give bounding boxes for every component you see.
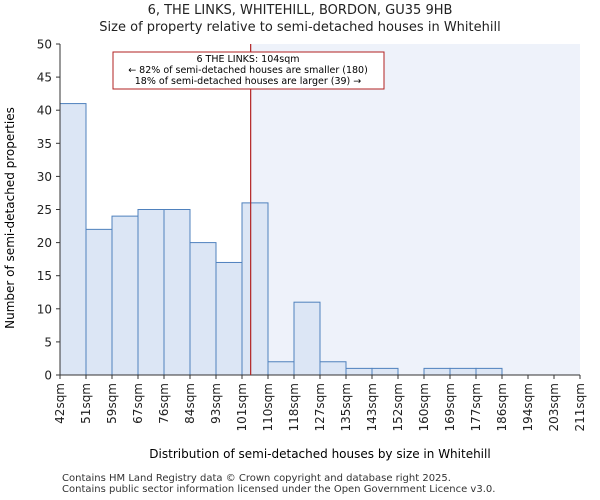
bar-84sqm: [189, 242, 217, 376]
x-tick-label-194sqm: 194sqm: [521, 383, 535, 431]
x-tick-label-169sqm: 169sqm: [443, 383, 457, 431]
x-tick-label-211sqm: 211sqm: [573, 383, 587, 431]
annotation-line-1: 6 THE LINKS: 104sqm: [196, 54, 299, 65]
x-tick-label-110sqm: 110sqm: [261, 383, 275, 431]
bar-93sqm: [215, 261, 243, 376]
x-axis-label: Distribution of semi-detached houses by …: [149, 447, 490, 461]
bar-177sqm: [475, 367, 503, 376]
bar-143sqm: [371, 367, 399, 376]
x-tick-label-160sqm: 160sqm: [417, 383, 431, 431]
x-tick-label-135sqm: 135sqm: [339, 383, 353, 431]
x-tick-label-67sqm: 67sqm: [131, 383, 145, 424]
y-tick-label-35: 35: [37, 137, 52, 151]
y-tick-label-25: 25: [37, 203, 52, 217]
bar-51sqm: [85, 228, 113, 376]
chart-subtitle: Size of property relative to semi-detach…: [99, 20, 501, 35]
x-tick-label-177sqm: 177sqm: [469, 383, 483, 431]
y-tick-label-15: 15: [37, 269, 52, 283]
bar-42sqm: [59, 103, 87, 376]
x-tick-label-76sqm: 76sqm: [157, 383, 171, 424]
bar-67sqm: [137, 209, 165, 376]
bar-101sqm: [241, 202, 269, 376]
y-axis-label: Number of semi-detached properties: [3, 107, 17, 329]
bar-160sqm: [423, 367, 451, 376]
bar-59sqm: [111, 215, 139, 376]
bar-169sqm: [449, 367, 477, 376]
x-tick-label-93sqm: 93sqm: [209, 383, 223, 424]
annotation-line-2: ← 82% of semi-detached houses are smalle…: [128, 65, 368, 76]
x-tick-label-42sqm: 42sqm: [53, 383, 67, 424]
y-tick-label-10: 10: [37, 302, 52, 316]
bar-127sqm: [319, 361, 347, 376]
x-tick-label-152sqm: 152sqm: [391, 383, 405, 431]
footer-line-1: Contains HM Land Registry data © Crown c…: [62, 473, 451, 484]
bar-110sqm: [267, 361, 295, 376]
y-tick-label-40: 40: [37, 104, 52, 118]
x-tick-label-186sqm: 186sqm: [495, 383, 509, 431]
x-tick-label-143sqm: 143sqm: [365, 383, 379, 431]
y-tick-label-0: 0: [44, 369, 52, 383]
y-tick-label-45: 45: [37, 71, 52, 85]
x-tick-label-84sqm: 84sqm: [183, 383, 197, 424]
y-tick-label-50: 50: [37, 38, 52, 52]
annotation-line-3: 18% of semi-detached houses are larger (…: [135, 76, 362, 87]
chart-title: 6, THE LINKS, WHITEHILL, BORDON, GU35 9H…: [147, 3, 453, 18]
annotation-box: [112, 51, 385, 90]
x-tick-label-203sqm: 203sqm: [547, 383, 561, 431]
y-tick-label-30: 30: [37, 170, 52, 184]
x-tick-label-127sqm: 127sqm: [313, 383, 327, 431]
x-tick-label-59sqm: 59sqm: [105, 383, 119, 424]
y-tick-label-20: 20: [37, 236, 52, 250]
x-tick-label-118sqm: 118sqm: [287, 383, 301, 431]
bar-76sqm: [163, 209, 191, 376]
bar-118sqm: [293, 301, 321, 376]
x-tick-label-51sqm: 51sqm: [79, 383, 93, 424]
y-tick-label-5: 5: [44, 335, 52, 349]
bar-135sqm: [345, 367, 373, 376]
footer-line-2: Contains public sector information licen…: [62, 484, 496, 495]
x-tick-label-101sqm: 101sqm: [235, 383, 249, 431]
